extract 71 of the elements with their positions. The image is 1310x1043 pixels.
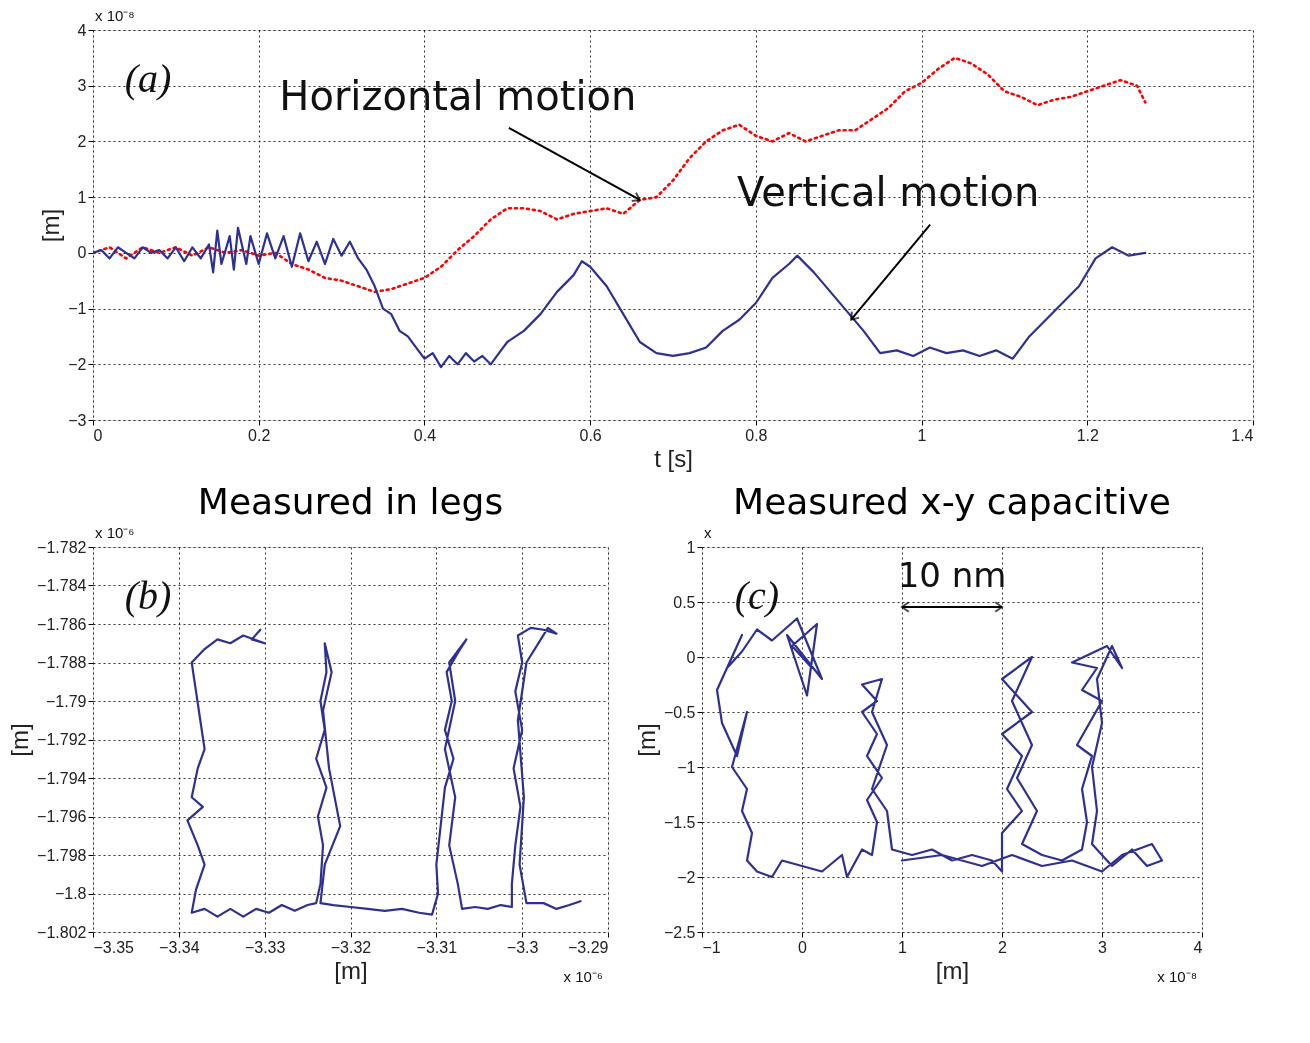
x-tick-label: 4 — [1193, 938, 1203, 956]
x-tick-label: 1.2 — [1076, 426, 1099, 444]
y-tick-label: 1 — [77, 188, 87, 206]
y-tick-label: −1.786 — [37, 615, 87, 633]
x-tick-label: 0 — [798, 938, 808, 956]
x-tick-label: 0.2 — [248, 426, 271, 444]
x-tick-label: −1 — [702, 938, 721, 956]
y-tick-label: 0.5 — [673, 593, 696, 611]
x-tick-label: −3.34 — [159, 938, 200, 956]
text: x — [704, 524, 712, 541]
line-series — [93, 226, 1147, 369]
x-tick-label: 0.8 — [745, 426, 768, 444]
y-tick-label: 4 — [77, 21, 87, 39]
y-tick-label: −1.794 — [37, 769, 87, 787]
annotation: (c) — [734, 573, 780, 618]
x-tick-label: 0 — [93, 426, 103, 444]
text: x 10⁻⁶ — [563, 968, 603, 985]
x-tick-label: −3.3 — [506, 938, 539, 956]
y-tick-label: −1 — [68, 300, 87, 318]
x-axis-title: [m] — [334, 956, 368, 984]
y-tick-label: −1.792 — [37, 731, 87, 748]
annotation: Vertical motion — [736, 168, 1040, 215]
y-tick-label: −2.5 — [663, 923, 696, 941]
text: x 10⁻⁸ — [95, 7, 135, 24]
y-tick-label: −1.5 — [663, 813, 696, 831]
y-tick-label: −1.802 — [37, 923, 87, 941]
chart-title: Measured in legs — [197, 481, 504, 522]
annotation: (b) — [124, 573, 172, 618]
y-tick-label: −1.784 — [37, 577, 87, 594]
y-tick-label: −1.788 — [37, 654, 87, 671]
y-tick-label: −3 — [68, 411, 87, 429]
x-tick-label: 1 — [898, 938, 908, 956]
x-axis-title: [m] — [935, 956, 970, 984]
x-tick-label: 0.6 — [579, 426, 602, 444]
x-tick-label: 3 — [1098, 938, 1108, 956]
y-tick-label: −2 — [677, 868, 696, 886]
annotation: Horizontal motion — [279, 72, 637, 119]
y-tick-label: 1 — [686, 538, 696, 556]
chart-title: Measured x-y capacitive — [733, 481, 1171, 522]
annotation: (a) — [124, 56, 172, 101]
y-axis-title: [m] — [37, 208, 65, 243]
y-tick-label: −1.798 — [37, 846, 87, 864]
y-tick-label: −1.8 — [54, 885, 87, 902]
y-axis-title: [m] — [632, 723, 660, 757]
y-tick-label: −1.79 — [46, 692, 87, 710]
y-tick-label: −2 — [68, 355, 87, 373]
x-tick-label: 2 — [998, 938, 1008, 956]
text: x 10⁻⁸ — [1157, 968, 1197, 985]
x-tick-label: 1 — [917, 426, 927, 444]
annotation: 10 nm — [897, 555, 1007, 595]
x-tick-label: −3.35 — [93, 938, 135, 956]
line-series — [93, 56, 1147, 294]
y-tick-label: 0 — [77, 244, 87, 262]
x-axis-title: t [s] — [654, 444, 693, 472]
y-tick-label: −1.782 — [37, 538, 87, 556]
y-tick-label: −1 — [677, 758, 696, 776]
x-tick-label: 0.4 — [413, 426, 437, 444]
x-tick-label: −3.33 — [244, 938, 286, 956]
text: x 10⁻⁶ — [95, 524, 135, 541]
y-tick-label: −1.796 — [37, 808, 87, 825]
x-tick-label: −3.29 — [568, 938, 609, 956]
x-tick-label: −3.31 — [416, 938, 458, 956]
y-tick-label: 3 — [77, 77, 87, 95]
line-series — [715, 617, 1164, 879]
y-axis-title: [m] — [6, 723, 34, 757]
x-tick-label: −3.32 — [330, 938, 372, 956]
line-series — [186, 626, 582, 918]
y-tick-label: −0.5 — [663, 703, 696, 721]
x-tick-label: 1.4 — [1231, 426, 1254, 444]
y-tick-label: 0 — [686, 648, 696, 666]
y-tick-label: 2 — [77, 132, 87, 150]
